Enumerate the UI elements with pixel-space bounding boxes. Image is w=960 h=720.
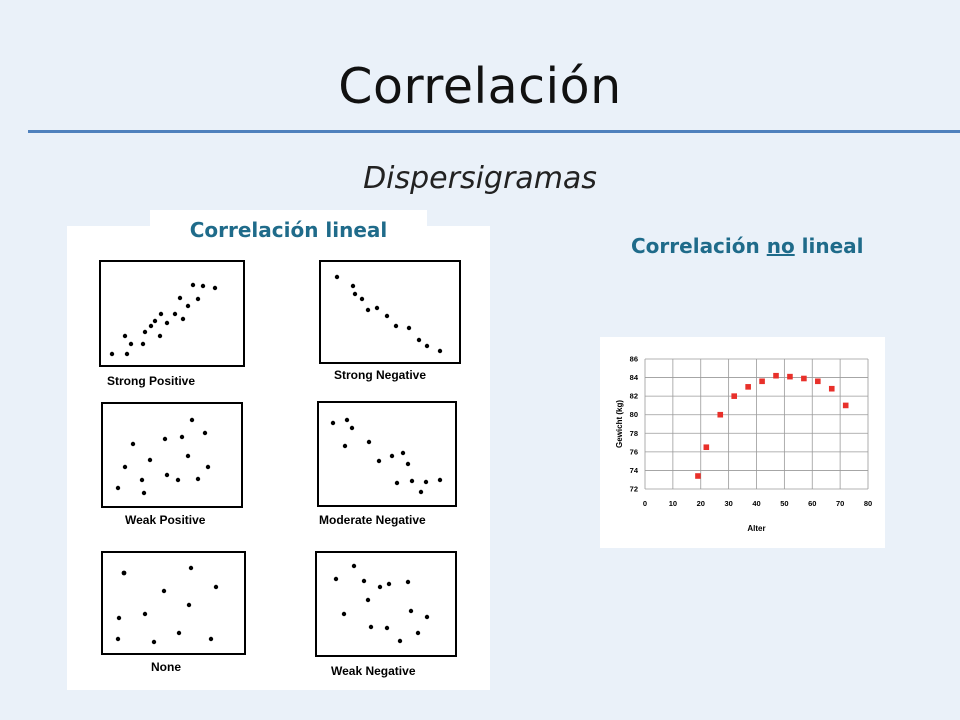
scatter-weak-negative: Weak Negative bbox=[315, 551, 457, 678]
data-point bbox=[745, 384, 751, 390]
slide-title: Correlación bbox=[338, 58, 622, 115]
data-point bbox=[695, 473, 701, 479]
heading-nonlineal-part2: lineal bbox=[794, 234, 864, 258]
y-tick-label: 86 bbox=[630, 355, 638, 364]
scatter-strong-negative: Strong Negative bbox=[319, 260, 461, 382]
y-tick-label: 82 bbox=[630, 392, 638, 401]
data-point bbox=[731, 393, 737, 399]
linear-scatter-panel: Strong Positive Strong Negative Wea bbox=[67, 226, 490, 690]
x-tick-label: 70 bbox=[836, 499, 844, 508]
slide-subtitle: Dispersigramas bbox=[363, 161, 597, 196]
label-moderate-negative: Moderate Negative bbox=[319, 513, 426, 527]
heading-nonlineal-underlined: no bbox=[766, 234, 795, 258]
label-strong-positive: Strong Positive bbox=[107, 374, 195, 388]
data-point bbox=[842, 402, 849, 409]
label-weak-negative: Weak Negative bbox=[331, 664, 416, 678]
x-tick-label: 50 bbox=[780, 499, 788, 508]
data-point bbox=[773, 372, 779, 379]
y-tick-label: 74 bbox=[630, 466, 639, 475]
y-tick-label: 76 bbox=[630, 447, 638, 456]
scatter-none: None bbox=[101, 551, 246, 674]
data-point bbox=[801, 375, 807, 382]
tab-correlacion-lineal: Correlación lineal bbox=[150, 210, 427, 250]
scatter-moderate-negative: Moderate Negative bbox=[317, 401, 457, 527]
data-point bbox=[703, 444, 710, 451]
data-point bbox=[759, 378, 765, 385]
x-axis-label: Alter bbox=[747, 524, 765, 533]
data-point bbox=[828, 385, 835, 392]
data-point bbox=[815, 378, 821, 385]
heading-nonlineal-part1: Correlación bbox=[631, 234, 767, 258]
y-tick-label: 80 bbox=[630, 410, 638, 419]
heading-correlacion-no-lineal: Correlación no lineal bbox=[631, 234, 864, 258]
y-axis-label: Gewicht (kg) bbox=[615, 400, 624, 448]
y-tick-label: 72 bbox=[630, 485, 638, 494]
data-point bbox=[787, 373, 793, 380]
title-divider bbox=[28, 130, 960, 133]
label-strong-negative: Strong Negative bbox=[334, 368, 426, 382]
x-tick-label: 10 bbox=[669, 499, 677, 508]
x-tick-label: 20 bbox=[697, 499, 705, 508]
y-tick-label: 78 bbox=[630, 429, 638, 438]
nonlinear-chart-panel: 0 10 20 30 40 50 60 70 80 72 74 76 78 80 82 84 86 Alter … bbox=[600, 337, 885, 548]
data-point bbox=[717, 411, 724, 418]
scatter-weak-positive: Weak Positive bbox=[101, 402, 243, 527]
x-tick-label: 0 bbox=[643, 499, 647, 508]
x-tick-label: 80 bbox=[864, 499, 872, 508]
scatter-strong-positive: Strong Positive bbox=[99, 260, 245, 388]
x-tick-label: 30 bbox=[724, 499, 732, 508]
label-weak-positive: Weak Positive bbox=[125, 513, 206, 527]
x-tick-label: 60 bbox=[808, 499, 816, 508]
label-none: None bbox=[151, 660, 181, 674]
y-tick-label: 84 bbox=[630, 373, 639, 382]
x-tick-label: 40 bbox=[752, 499, 760, 508]
